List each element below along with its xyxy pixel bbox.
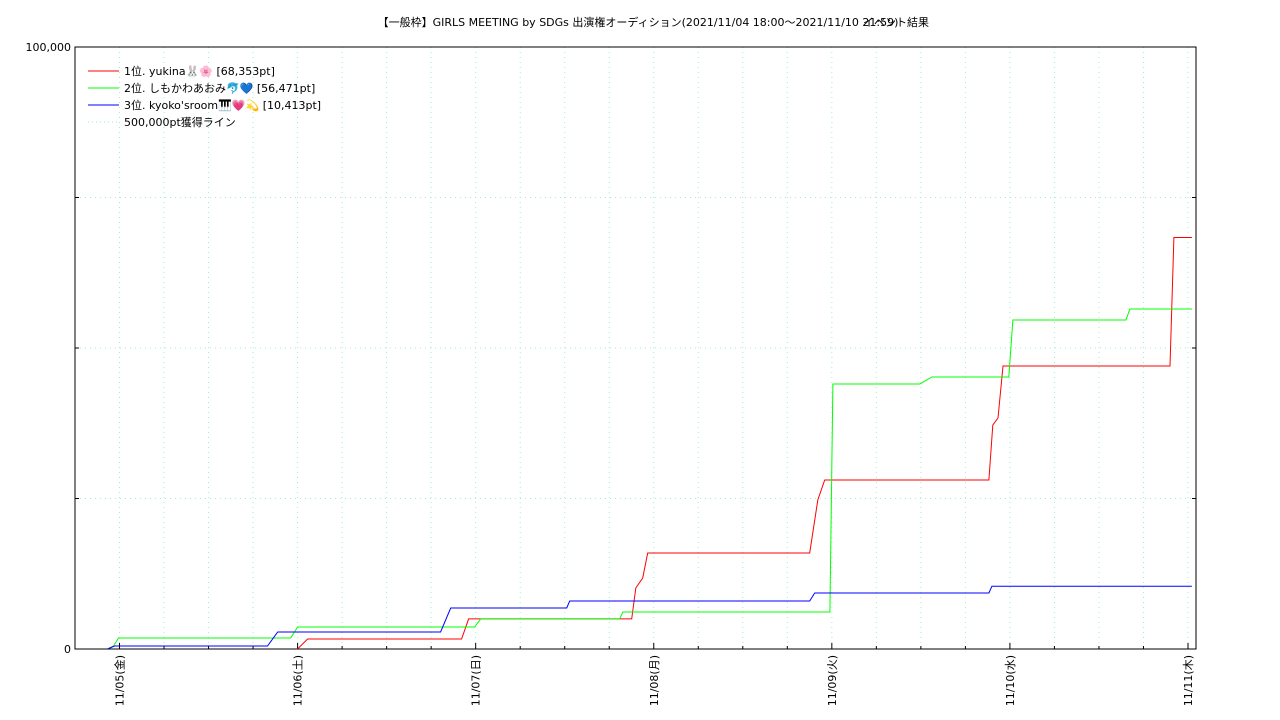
x-tick-label: 11/05(金) [113, 655, 127, 706]
x-tick-label: 11/06(土) [292, 655, 305, 706]
legend-label: 3位. kyoko'sroom🎹💗💫 [10,413pt] [124, 98, 321, 113]
y-tick-label: 0 [64, 643, 71, 656]
series-line [107, 308, 1192, 649]
x-tick-label: 11/09(火) [826, 655, 839, 706]
chart-subtitle: イベント結果 [863, 15, 929, 29]
x-tick-label: 11/11(木) [1182, 655, 1195, 706]
chart-title: 【一般枠】GIRLS MEETING by SDGs 出演権オーディション(20… [378, 15, 899, 29]
series-line [107, 585, 1192, 649]
x-tick-label: 11/10(水) [1004, 655, 1017, 706]
legend-label: 1位. yukina🐰🌸 [68,353pt] [124, 64, 275, 78]
y-tick-label: 100,000 [26, 41, 72, 54]
legend-label: 2位. しもかわあおみ🐬💙 [56,471pt] [124, 81, 315, 95]
x-tick-label: 11/07(日) [470, 655, 483, 706]
plot-lines [107, 237, 1192, 649]
legend-label: 500,000pt獲得ライン [124, 116, 236, 129]
series-line [297, 237, 1192, 649]
x-tick-label: 11/08(月) [648, 655, 661, 706]
